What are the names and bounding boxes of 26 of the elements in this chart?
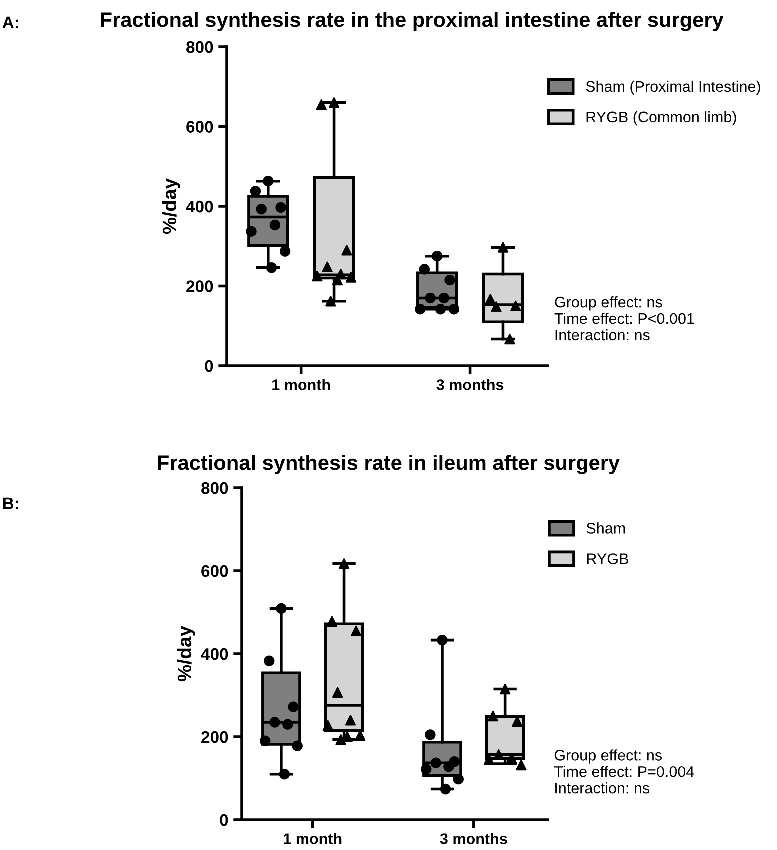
y-axis-title: %/day <box>162 178 180 234</box>
x-tick-label: 3 months <box>440 833 508 844</box>
y-tick-label: 600 <box>202 565 228 578</box>
text: Group effect: ns Time effect: P<0.001 Interaction: ns <box>554 296 694 341</box>
y-tick-label: 0 <box>220 814 228 826</box>
y-axis-title: %/day <box>177 626 196 682</box>
x-tick-label: 1 month <box>284 833 342 844</box>
y-tick-label: 800 <box>202 482 228 494</box>
chart-title: Fractional synthesis rate in ileum after surgery <box>158 455 620 475</box>
legend-label: RYGB (Common limb) <box>586 111 736 126</box>
y-tick-label: 400 <box>201 648 228 660</box>
y-tick-label: 200 <box>186 280 214 292</box>
legend-label: Sham (Proximal Intestine) <box>586 80 760 96</box>
text: A: <box>2 16 18 28</box>
y-tick-label: 800 <box>186 41 214 54</box>
text: Group effect: ns Time effect: P=0.004 Interaction: ns <box>554 750 694 794</box>
text: B: <box>3 498 18 510</box>
chart-title: Fractional synthesis rate in the proximal intestine after surgery <box>101 12 724 32</box>
x-tick-label: 3 months <box>436 379 504 390</box>
y-tick-label: 0 <box>205 360 214 372</box>
y-tick-label: 200 <box>202 731 228 744</box>
legend-label: RYGB <box>587 554 628 564</box>
y-tick-label: 400 <box>186 200 214 213</box>
y-tick-label: 600 <box>186 121 214 133</box>
x-tick-label: 1 month <box>272 379 330 390</box>
legend-label: Sham <box>586 522 626 534</box>
